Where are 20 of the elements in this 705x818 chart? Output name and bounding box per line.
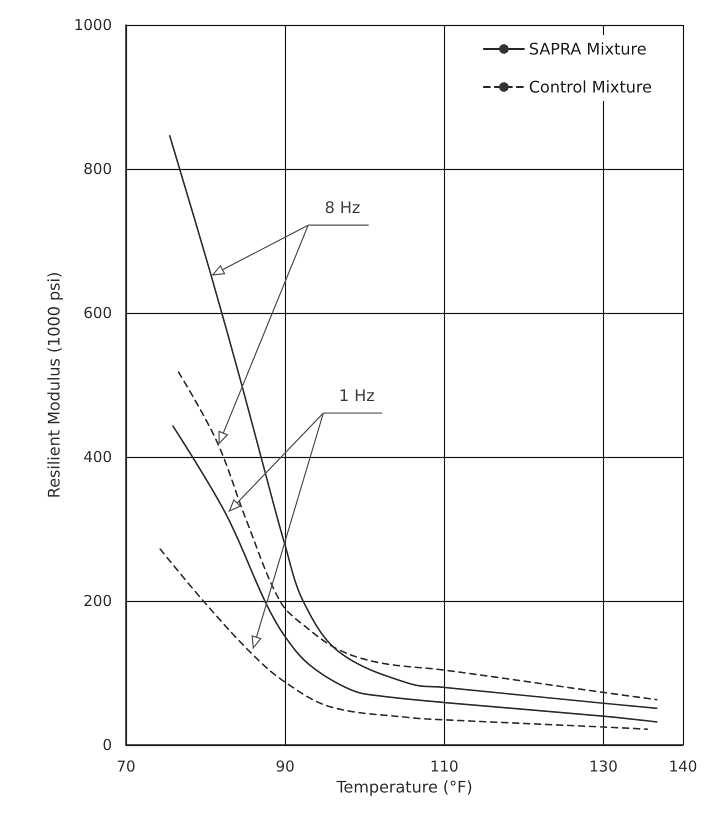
y-tick-label: 0: [102, 736, 112, 754]
line-series: [168, 135, 658, 710]
line-series: [172, 425, 658, 723]
x-tick-label: 70: [116, 758, 136, 776]
line-series: [159, 548, 648, 730]
y-tick-label: 400: [83, 448, 112, 466]
y-tick-label: 800: [83, 160, 112, 178]
annotation: 8 Hz: [324, 198, 360, 218]
y-axis-title: Resilient Modulus (1000 psi): [44, 272, 64, 498]
x-tick-label: 140: [668, 758, 698, 776]
x-tick-label: 110: [430, 758, 459, 776]
annotation: 1 Hz: [338, 386, 375, 406]
legend-label: Control Mixture: [528, 78, 652, 96]
y-tick-label: 1000: [74, 16, 112, 34]
x-axis-title: Temperature (°F): [335, 778, 473, 796]
legend-label: SAPRA Mixture: [528, 40, 647, 58]
y-tick-label: 600: [83, 304, 112, 322]
y-tick-label: 200: [83, 592, 112, 610]
x-tick-label: 90: [276, 758, 295, 776]
x-tick-label: 130: [589, 758, 618, 776]
